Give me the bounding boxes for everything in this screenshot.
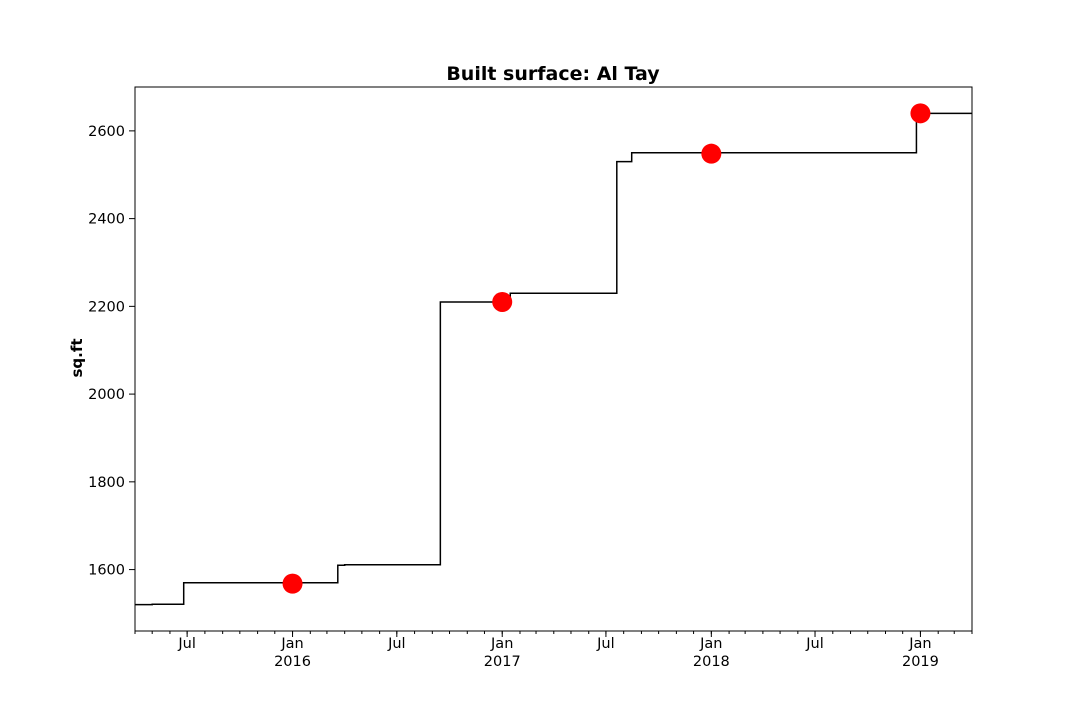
y-axis: 1600 1800 2000 2200 2400 2600 <box>88 124 135 579</box>
chart-title: Built surface: Al Tay <box>446 63 660 85</box>
plot-frame <box>134 86 973 632</box>
y-tick-label: 1600 <box>88 563 125 579</box>
y-axis-label: sq.ft <box>68 338 86 377</box>
x-tick-year-label: 2017 <box>484 654 521 670</box>
y-tick-label: 2000 <box>88 387 125 403</box>
x-tick-label: Jul <box>387 636 406 652</box>
step-series-line <box>135 112 972 606</box>
x-tick-label: Jan <box>280 636 303 652</box>
y-tick-label: 2400 <box>88 212 125 228</box>
x-tick-label: Jan <box>908 636 931 652</box>
x-tick-year-label: 2018 <box>693 654 730 670</box>
y-tick-label: 2200 <box>88 299 125 315</box>
x-tick-label: Jul <box>177 636 196 652</box>
x-tick-year-label: 2019 <box>902 654 939 670</box>
data-point-marker <box>701 143 722 164</box>
x-tick-label: Jul <box>596 636 615 652</box>
y-tick-label: 2600 <box>88 124 125 140</box>
x-tick-label: Jul <box>805 636 824 652</box>
plot-area <box>135 103 972 606</box>
x-tick-label: Jan <box>490 636 513 652</box>
x-tick-year-label: 2016 <box>274 654 311 670</box>
y-tick-label: 1800 <box>88 475 125 491</box>
data-point-marker <box>492 291 513 312</box>
x-tick-label: Jan <box>699 636 722 652</box>
x-axis: Jul Jan 2016 Jul Jan 2017 Jul Jan 2018 Jul Jan 2019 <box>134 631 973 670</box>
data-point-marker <box>282 573 303 594</box>
data-point-marker <box>910 103 931 124</box>
